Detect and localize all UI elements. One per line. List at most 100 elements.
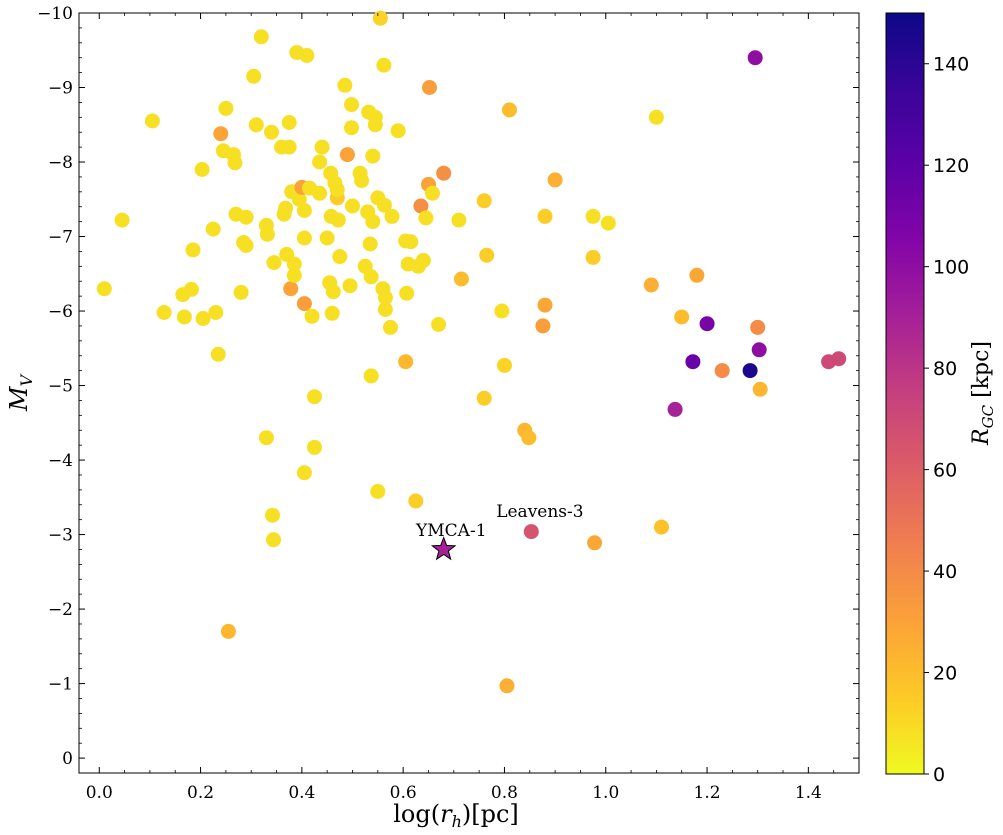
data-point bbox=[494, 303, 510, 319]
data-point bbox=[281, 115, 297, 130]
colorbar-label: RGC [kpc] bbox=[969, 341, 997, 446]
data-point bbox=[258, 430, 274, 446]
data-point bbox=[654, 519, 669, 535]
y-tick-label: −1 bbox=[48, 675, 73, 695]
data-point bbox=[144, 113, 160, 129]
colorbar-axis: 0 20 40 60 80 100 120 140 bbox=[924, 54, 969, 786]
data-point bbox=[600, 215, 616, 231]
data-point bbox=[521, 430, 537, 446]
data-point bbox=[278, 200, 294, 216]
data-point bbox=[337, 77, 353, 93]
data-point bbox=[365, 214, 381, 230]
y-axis-label: MV bbox=[5, 373, 36, 412]
data-point bbox=[502, 102, 517, 118]
y-tick-label: −10 bbox=[37, 4, 73, 24]
data-point bbox=[523, 524, 539, 540]
data-point bbox=[367, 117, 383, 133]
data-point bbox=[185, 242, 201, 258]
data-point bbox=[585, 208, 601, 224]
y-tick-label: −4 bbox=[48, 451, 73, 471]
x-axis: 0.0 0.2 0.4 0.6 0.8 1.0 1.2 1.4 bbox=[86, 13, 835, 803]
data-point bbox=[342, 278, 358, 294]
x-tick-label: 1.4 bbox=[795, 783, 822, 803]
colorbar-tick-label: 80 bbox=[933, 358, 957, 380]
data-point bbox=[314, 139, 330, 155]
data-point bbox=[325, 284, 341, 300]
data-point bbox=[266, 532, 281, 548]
x-tick-label: 1.0 bbox=[592, 783, 619, 803]
data-point bbox=[324, 305, 340, 321]
data-point bbox=[312, 154, 328, 170]
data-point bbox=[377, 290, 393, 306]
data-point bbox=[283, 281, 299, 297]
data-point bbox=[266, 255, 282, 271]
data-point bbox=[312, 185, 328, 201]
colorbar-tick-label: 60 bbox=[933, 460, 957, 482]
data-point bbox=[390, 123, 406, 139]
data-point bbox=[362, 236, 378, 252]
data-points bbox=[96, 10, 847, 694]
data-point bbox=[413, 198, 429, 214]
data-point bbox=[156, 305, 172, 320]
data-point bbox=[286, 267, 302, 283]
data-point bbox=[643, 277, 659, 293]
data-point bbox=[339, 147, 355, 163]
data-point bbox=[742, 363, 758, 379]
data-point bbox=[345, 198, 360, 214]
data-point bbox=[535, 318, 551, 334]
data-point bbox=[699, 316, 715, 332]
data-point bbox=[747, 50, 763, 66]
data-point bbox=[383, 319, 398, 335]
data-point bbox=[296, 230, 312, 246]
data-point bbox=[246, 68, 262, 84]
data-point bbox=[238, 238, 254, 253]
data-point bbox=[319, 230, 335, 246]
x-tick-label: 0.2 bbox=[187, 783, 214, 803]
data-point bbox=[499, 678, 515, 694]
data-point bbox=[304, 308, 320, 324]
data-point bbox=[296, 465, 312, 481]
data-point bbox=[408, 493, 424, 509]
data-point bbox=[497, 357, 512, 373]
data-point bbox=[425, 185, 440, 201]
data-point bbox=[398, 354, 414, 370]
y-tick-label: −5 bbox=[48, 377, 73, 397]
data-point bbox=[376, 57, 392, 73]
data-point bbox=[96, 281, 112, 297]
y-tick-label: 0 bbox=[62, 749, 73, 769]
data-point bbox=[264, 124, 279, 140]
annotation-label: YMCA-1 bbox=[415, 521, 486, 541]
data-point bbox=[453, 271, 469, 287]
data-point bbox=[233, 284, 249, 300]
data-point bbox=[329, 182, 345, 198]
data-point bbox=[667, 401, 683, 417]
data-point bbox=[476, 390, 492, 406]
data-point bbox=[479, 247, 495, 263]
x-axis-label: log(rh)[pc] bbox=[393, 800, 519, 831]
data-point bbox=[537, 208, 553, 224]
colorbar-tick-label: 0 bbox=[933, 764, 945, 786]
x-tick-label: 1.2 bbox=[694, 783, 721, 803]
data-point bbox=[685, 354, 701, 370]
data-point bbox=[210, 346, 226, 362]
data-point bbox=[370, 483, 386, 499]
data-point bbox=[307, 439, 322, 455]
data-point bbox=[399, 285, 415, 301]
data-point bbox=[344, 97, 359, 113]
data-point bbox=[208, 305, 224, 320]
data-point bbox=[587, 535, 603, 551]
x-tick-label: 0.8 bbox=[491, 783, 518, 803]
data-point bbox=[218, 100, 234, 116]
x-tick-label: 0.0 bbox=[86, 783, 113, 803]
data-point bbox=[253, 29, 269, 45]
highlight-layer bbox=[430, 536, 457, 561]
data-point bbox=[344, 120, 359, 136]
data-point bbox=[431, 317, 447, 332]
data-point bbox=[183, 281, 199, 297]
colorbar-tick-label: 120 bbox=[933, 155, 969, 177]
data-point bbox=[363, 269, 379, 285]
data-point bbox=[714, 363, 730, 379]
data-point bbox=[365, 148, 381, 164]
data-point bbox=[332, 249, 348, 265]
